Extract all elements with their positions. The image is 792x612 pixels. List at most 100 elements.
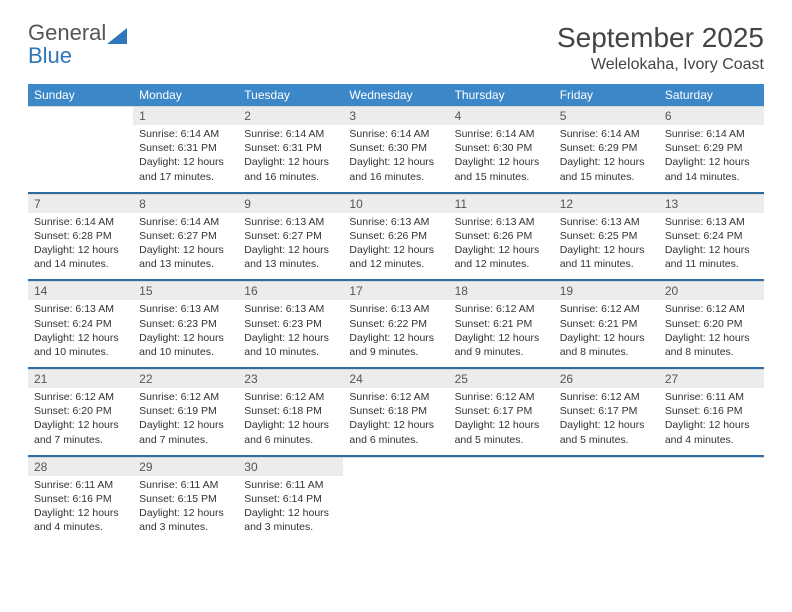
day-info-cell <box>343 476 448 543</box>
daylight-text: Daylight: 12 hours and 9 minutes. <box>349 331 442 359</box>
daylight-text: Daylight: 12 hours and 10 minutes. <box>34 331 127 359</box>
day-info-cell: Sunrise: 6:11 AMSunset: 6:16 PMDaylight:… <box>28 476 133 543</box>
daylight-text: Daylight: 12 hours and 3 minutes. <box>244 506 337 534</box>
day-number-cell: 10 <box>343 194 448 213</box>
sunrise-text: Sunrise: 6:14 AM <box>244 127 337 141</box>
sunrise-text: Sunrise: 6:13 AM <box>34 302 127 316</box>
day-number-cell: 22 <box>133 370 238 389</box>
day-number-cell: 15 <box>133 282 238 301</box>
day-info-cell: Sunrise: 6:12 AMSunset: 6:18 PMDaylight:… <box>343 388 448 456</box>
day-number-cell <box>28 107 133 126</box>
day-number-cell: 13 <box>659 194 764 213</box>
brand-name-2: Blue <box>28 43 72 68</box>
daylight-text: Daylight: 12 hours and 7 minutes. <box>34 418 127 446</box>
sunset-text: Sunset: 6:24 PM <box>34 317 127 331</box>
day-info-cell: Sunrise: 6:12 AMSunset: 6:19 PMDaylight:… <box>133 388 238 456</box>
sunrise-text: Sunrise: 6:14 AM <box>34 215 127 229</box>
sunrise-text: Sunrise: 6:13 AM <box>244 215 337 229</box>
day-info-cell: Sunrise: 6:13 AMSunset: 6:22 PMDaylight:… <box>343 300 448 368</box>
daylight-text: Daylight: 12 hours and 13 minutes. <box>244 243 337 271</box>
day-info-row: Sunrise: 6:13 AMSunset: 6:24 PMDaylight:… <box>28 300 764 368</box>
sunset-text: Sunset: 6:24 PM <box>665 229 758 243</box>
sunrise-text: Sunrise: 6:14 AM <box>560 127 653 141</box>
daylight-text: Daylight: 12 hours and 9 minutes. <box>455 331 548 359</box>
sunset-text: Sunset: 6:21 PM <box>455 317 548 331</box>
day-info-cell: Sunrise: 6:14 AMSunset: 6:29 PMDaylight:… <box>659 125 764 193</box>
day-info-cell: Sunrise: 6:12 AMSunset: 6:21 PMDaylight:… <box>554 300 659 368</box>
day-number-cell: 4 <box>449 107 554 126</box>
day-info-cell: Sunrise: 6:14 AMSunset: 6:27 PMDaylight:… <box>133 213 238 281</box>
day-info-cell: Sunrise: 6:12 AMSunset: 6:20 PMDaylight:… <box>28 388 133 456</box>
day-info-cell <box>449 476 554 543</box>
sunrise-text: Sunrise: 6:12 AM <box>34 390 127 404</box>
day-info-cell: Sunrise: 6:11 AMSunset: 6:16 PMDaylight:… <box>659 388 764 456</box>
sunrise-text: Sunrise: 6:13 AM <box>349 302 442 316</box>
sunset-text: Sunset: 6:30 PM <box>349 141 442 155</box>
day-info-row: Sunrise: 6:14 AMSunset: 6:31 PMDaylight:… <box>28 125 764 193</box>
day-info-cell: Sunrise: 6:14 AMSunset: 6:29 PMDaylight:… <box>554 125 659 193</box>
day-info-cell: Sunrise: 6:13 AMSunset: 6:23 PMDaylight:… <box>238 300 343 368</box>
day-number-cell: 1 <box>133 107 238 126</box>
sunrise-text: Sunrise: 6:14 AM <box>349 127 442 141</box>
day-number-cell: 3 <box>343 107 448 126</box>
day-info-cell: Sunrise: 6:12 AMSunset: 6:17 PMDaylight:… <box>449 388 554 456</box>
sunrise-text: Sunrise: 6:11 AM <box>665 390 758 404</box>
daylight-text: Daylight: 12 hours and 4 minutes. <box>34 506 127 534</box>
day-number-cell: 26 <box>554 370 659 389</box>
sunrise-text: Sunrise: 6:12 AM <box>455 302 548 316</box>
daylight-text: Daylight: 12 hours and 7 minutes. <box>139 418 232 446</box>
day-info-cell: Sunrise: 6:13 AMSunset: 6:26 PMDaylight:… <box>343 213 448 281</box>
daylight-text: Daylight: 12 hours and 16 minutes. <box>244 155 337 183</box>
dow-cell: Monday <box>133 84 238 107</box>
sunset-text: Sunset: 6:18 PM <box>244 404 337 418</box>
sunset-text: Sunset: 6:31 PM <box>244 141 337 155</box>
sunrise-text: Sunrise: 6:12 AM <box>560 302 653 316</box>
daylight-text: Daylight: 12 hours and 10 minutes. <box>244 331 337 359</box>
day-info-cell: Sunrise: 6:13 AMSunset: 6:24 PMDaylight:… <box>28 300 133 368</box>
day-number-row: 21222324252627 <box>28 370 764 389</box>
sunset-text: Sunset: 6:25 PM <box>560 229 653 243</box>
day-info-cell: Sunrise: 6:12 AMSunset: 6:17 PMDaylight:… <box>554 388 659 456</box>
day-number-cell: 5 <box>554 107 659 126</box>
sunrise-text: Sunrise: 6:11 AM <box>244 478 337 492</box>
daylight-text: Daylight: 12 hours and 8 minutes. <box>560 331 653 359</box>
sunset-text: Sunset: 6:23 PM <box>139 317 232 331</box>
day-info-cell: Sunrise: 6:13 AMSunset: 6:26 PMDaylight:… <box>449 213 554 281</box>
day-number-cell: 20 <box>659 282 764 301</box>
day-info-cell: Sunrise: 6:11 AMSunset: 6:14 PMDaylight:… <box>238 476 343 543</box>
sunrise-text: Sunrise: 6:12 AM <box>349 390 442 404</box>
sunset-text: Sunset: 6:30 PM <box>455 141 548 155</box>
daylight-text: Daylight: 12 hours and 5 minutes. <box>560 418 653 446</box>
dow-cell: Wednesday <box>343 84 448 107</box>
sunset-text: Sunset: 6:18 PM <box>349 404 442 418</box>
sunset-text: Sunset: 6:26 PM <box>455 229 548 243</box>
day-number-cell: 23 <box>238 370 343 389</box>
sunset-text: Sunset: 6:19 PM <box>139 404 232 418</box>
day-number-cell: 14 <box>28 282 133 301</box>
daylight-text: Daylight: 12 hours and 16 minutes. <box>349 155 442 183</box>
daylight-text: Daylight: 12 hours and 6 minutes. <box>244 418 337 446</box>
sunset-text: Sunset: 6:17 PM <box>455 404 548 418</box>
day-number-cell <box>659 457 764 476</box>
day-info-cell: Sunrise: 6:12 AMSunset: 6:18 PMDaylight:… <box>238 388 343 456</box>
brand-logo: General Blue <box>28 22 127 68</box>
daylight-text: Daylight: 12 hours and 8 minutes. <box>665 331 758 359</box>
day-number-cell: 8 <box>133 194 238 213</box>
dow-header-row: Sunday Monday Tuesday Wednesday Thursday… <box>28 84 764 107</box>
day-number-cell: 18 <box>449 282 554 301</box>
calendar-table: Sunday Monday Tuesday Wednesday Thursday… <box>28 84 764 542</box>
day-number-row: 78910111213 <box>28 194 764 213</box>
sunset-text: Sunset: 6:31 PM <box>139 141 232 155</box>
daylight-text: Daylight: 12 hours and 10 minutes. <box>139 331 232 359</box>
day-number-cell: 19 <box>554 282 659 301</box>
sunrise-text: Sunrise: 6:11 AM <box>34 478 127 492</box>
day-number-cell: 29 <box>133 457 238 476</box>
sunrise-text: Sunrise: 6:12 AM <box>139 390 232 404</box>
sunrise-text: Sunrise: 6:14 AM <box>139 215 232 229</box>
day-number-cell: 16 <box>238 282 343 301</box>
daylight-text: Daylight: 12 hours and 6 minutes. <box>349 418 442 446</box>
sunrise-text: Sunrise: 6:13 AM <box>665 215 758 229</box>
day-number-cell: 2 <box>238 107 343 126</box>
sunrise-text: Sunrise: 6:12 AM <box>560 390 653 404</box>
daylight-text: Daylight: 12 hours and 15 minutes. <box>455 155 548 183</box>
